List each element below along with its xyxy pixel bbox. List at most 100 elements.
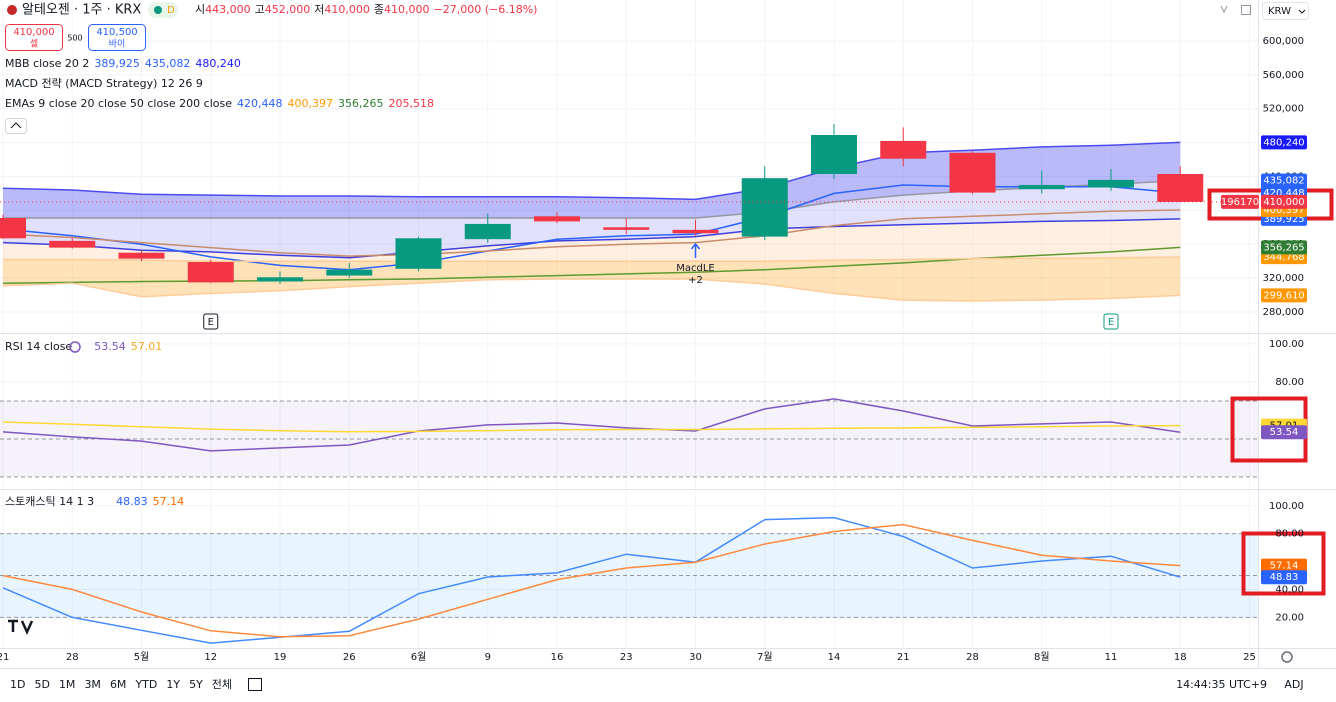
range-button[interactable]: 1M [59, 678, 76, 691]
ohlc-value: 452,000 [265, 3, 311, 16]
price-label-box [1261, 558, 1307, 573]
y-tick-label: 80.00 [1275, 377, 1304, 388]
date-range-icon[interactable] [248, 678, 262, 691]
x-tick-label: 21 [897, 652, 910, 663]
candle-body [49, 240, 96, 248]
y-tick-label: 560,000 [1263, 70, 1304, 81]
status-badge [148, 2, 178, 18]
indicator-line [2, 141, 1181, 201]
x-tick-label: 16 [551, 652, 564, 663]
y-tick-label: 40.00 [1275, 585, 1304, 596]
range-button[interactable]: 1Y [166, 678, 180, 691]
indicator-value: 53.54 [94, 340, 126, 353]
x-tick-label: 11 [1105, 652, 1118, 663]
range-button[interactable]: 6M [110, 678, 127, 691]
symbol-logo [7, 5, 17, 15]
x-tick-label: 19 [274, 652, 287, 663]
range-button[interactable]: 3M [84, 678, 101, 691]
price-label: 344,768 [1263, 252, 1304, 263]
indicator-value: 57.14 [153, 495, 185, 508]
x-tick-label: 12 [204, 652, 217, 663]
collapse-button[interactable] [5, 118, 27, 134]
range-button[interactable]: 전체 [212, 678, 232, 691]
price-label: 420,448 [1263, 188, 1304, 199]
candle-body [534, 216, 580, 222]
x-tick-label: 28 [966, 652, 979, 663]
x-tick-label: 18 [1174, 652, 1187, 663]
buy-price: 410,500 [96, 27, 137, 38]
price-label: 389,925 [1263, 214, 1304, 225]
candle-body [257, 277, 303, 282]
candle-body [811, 134, 857, 174]
event-marker-label: E [208, 317, 214, 328]
band-fill [0, 533, 1258, 618]
candle-body [0, 217, 26, 239]
price-label-box [1261, 194, 1307, 209]
indicator-icon [69, 341, 81, 353]
settings-icon[interactable] [1281, 651, 1293, 663]
ohlc-label: 저 [314, 3, 324, 16]
buy-button[interactable] [88, 24, 146, 51]
price-label-box [1261, 173, 1307, 188]
indicator-legend: MACD 전략 (MACD Strategy) 12 26 9 [5, 77, 203, 90]
pane [0, 490, 1258, 648]
indicator-name: RSI 14 close [5, 340, 72, 353]
range-button[interactable]: YTD [134, 678, 157, 691]
price-label: 400,397 [1263, 205, 1304, 216]
event-marker-label: E [1108, 317, 1114, 328]
buy-label: 바이 [109, 39, 126, 50]
adjust-button[interactable]: ADJ [1284, 678, 1303, 691]
range-button[interactable]: 5D [34, 678, 49, 691]
ohlc-value: 410,000 [384, 3, 430, 16]
tradingview-logo [8, 619, 34, 636]
price-label: 410,000 [1263, 197, 1304, 208]
indicator-value: 205,518 [389, 97, 435, 110]
band-fill [0, 400, 1258, 477]
currency-caret [1298, 9, 1306, 14]
countdown-label: 196170 [1221, 197, 1259, 208]
candle-body [741, 178, 788, 237]
band-fill [3, 142, 1181, 218]
currency-button[interactable] [1262, 2, 1309, 20]
range-button[interactable]: 5Y [189, 678, 203, 691]
status-badge-label: D [167, 5, 175, 16]
indicator-legend: MBB close 20 2 389,925 435,082 480,240 [5, 57, 241, 70]
quantity: 500 [67, 34, 82, 43]
symbol-name: 알테오젠 · 1주 · KRX [22, 3, 141, 18]
band-fill [3, 257, 1181, 301]
overlay: 알테오젠 · 1주 · KRX D 시443,000 고452,000 저410,000… [0, 3, 1307, 691]
price-label: 299,610 [1263, 290, 1304, 301]
pane [0, 335, 1258, 488]
indicator-name: 스토캐스틱 14 1 3 [5, 495, 94, 508]
download-icon[interactable] [1220, 5, 1228, 14]
indicator-value: 356,265 [338, 97, 384, 110]
x-tick-label: 14 [828, 652, 841, 663]
price-label-box [1261, 135, 1307, 150]
x-tick-label: 7월 [757, 651, 773, 663]
sell-button[interactable] [5, 24, 63, 51]
x-tick-label: 26 [343, 652, 356, 663]
price-label: 356,265 [1263, 242, 1304, 253]
range-button[interactable]: 1D [10, 678, 25, 691]
candle-body [1018, 184, 1065, 190]
y-tick-label: 20.00 [1275, 612, 1304, 623]
ohlc-label: 시 [195, 3, 205, 16]
candle-body [326, 269, 373, 276]
highlight-box [1241, 531, 1326, 596]
indicator-value: 48.83 [116, 495, 148, 508]
candle-body [949, 152, 996, 193]
fullscreen-icon[interactable] [1241, 5, 1251, 15]
pane: E E MacdLE+2 [0, 0, 1258, 333]
indicator-name: MACD 전략 (MACD Strategy) 12 26 9 [5, 77, 203, 90]
indicator-legend: RSI 14 close 53.54 57.01 [5, 340, 162, 353]
price-change: −27,000 (−6.18%) [434, 3, 538, 16]
band-fill [3, 180, 1181, 258]
indicator-line [2, 516, 1181, 644]
ohlc-value: 443,000 [205, 3, 251, 16]
price-label-box [1261, 570, 1307, 585]
candle-body [464, 223, 511, 240]
candle-body [395, 238, 442, 269]
indicator-line [2, 398, 1181, 452]
